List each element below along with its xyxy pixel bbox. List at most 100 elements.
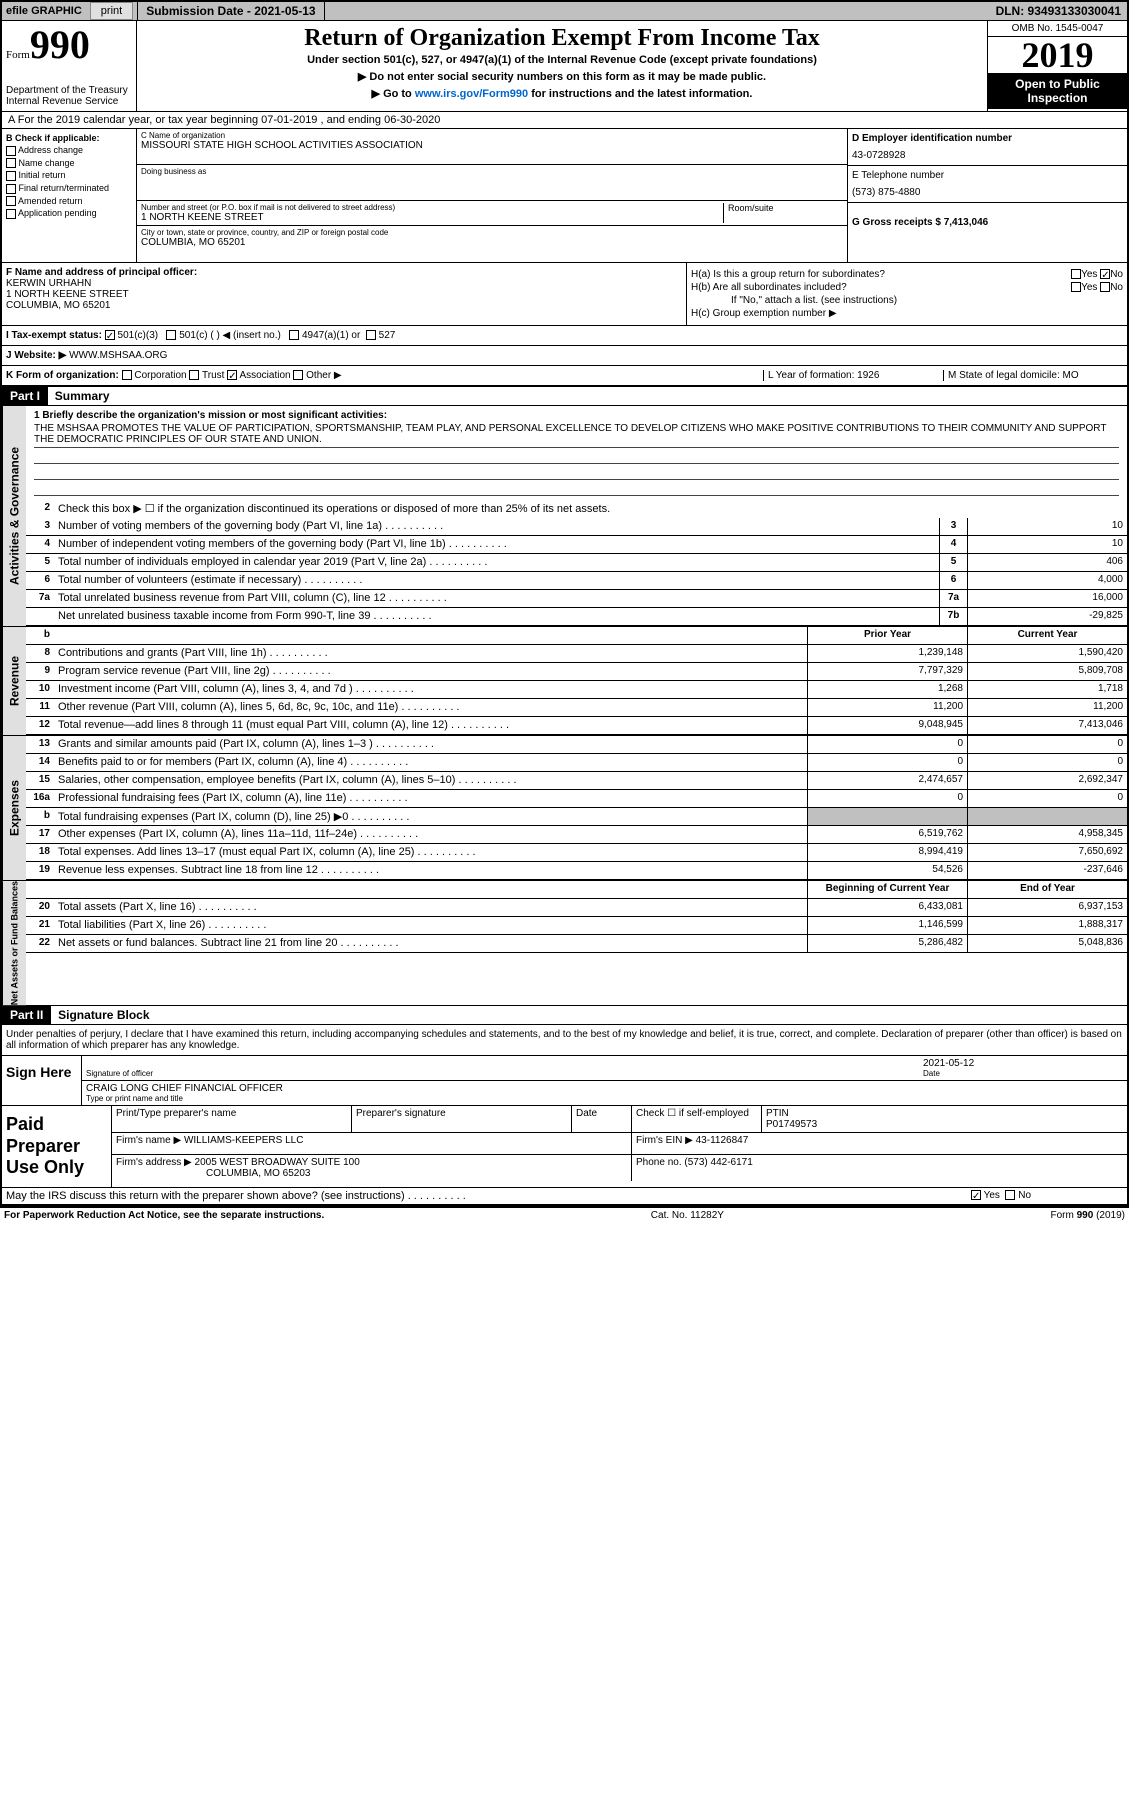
form-label: Form	[6, 49, 30, 61]
discuss-no[interactable]	[1005, 1190, 1015, 1200]
city-box: City or town, state or province, country…	[137, 226, 847, 262]
4947-checkbox[interactable]	[289, 330, 299, 340]
preparer-block: Paid Preparer Use Only Print/Type prepar…	[2, 1105, 1127, 1187]
line-a: A For the 2019 calendar year, or tax yea…	[2, 112, 1127, 129]
checkbox-amended[interactable]: Amended return	[6, 196, 132, 207]
data-row: 8 Contributions and grants (Part VIII, l…	[26, 645, 1127, 663]
data-row: 15 Salaries, other compensation, employe…	[26, 772, 1127, 790]
netassets-section: Net Assets or Fund Balances Beginning of…	[2, 880, 1127, 1005]
checkbox-initial-return[interactable]: Initial return	[6, 170, 132, 181]
trust-checkbox[interactable]	[189, 370, 199, 380]
ssn-notice: ▶ Do not enter social security numbers o…	[141, 70, 983, 83]
mission-block: 1 Briefly describe the organization's mi…	[26, 406, 1127, 500]
header-left: Form990 Department of the Treasury Inter…	[2, 21, 137, 111]
revenue-section: Revenue b Prior Year Current Year 8 Cont…	[2, 626, 1127, 735]
assoc-checkbox[interactable]	[227, 370, 237, 380]
header: Form990 Department of the Treasury Inter…	[2, 21, 1127, 112]
submission-date: Submission Date - 2021-05-13	[137, 2, 324, 20]
sign-date: 2021-05-12	[923, 1058, 1123, 1069]
data-row: 16a Professional fundraising fees (Part …	[26, 790, 1127, 808]
data-row: 20 Total assets (Part X, line 16) 6,433,…	[26, 899, 1127, 917]
gov-row: 5 Total number of individuals employed i…	[26, 554, 1127, 572]
section-bcd: B Check if applicable: Address change Na…	[2, 129, 1127, 263]
data-row: 17 Other expenses (Part IX, column (A), …	[26, 826, 1127, 844]
dba-box: Doing business as	[137, 165, 847, 201]
efile-label: efile GRAPHIC	[2, 3, 86, 19]
top-bar: efile GRAPHIC print Submission Date - 20…	[2, 2, 1127, 21]
org-name-box: C Name of organization MISSOURI STATE HI…	[137, 129, 847, 165]
room-suite: Room/suite	[723, 203, 843, 223]
sign-here-label: Sign Here	[2, 1056, 82, 1105]
checkbox-pending[interactable]: Application pending	[6, 208, 132, 219]
dept-label: Department of the Treasury Internal Reve…	[6, 85, 132, 107]
section-b-label: B Check if applicable:	[6, 133, 132, 143]
prior-current-header: b Prior Year Current Year	[26, 627, 1127, 645]
header-right: OMB No. 1545-0047 2019 Open to Public In…	[987, 21, 1127, 111]
footer: For Paperwork Reduction Act Notice, see …	[0, 1207, 1129, 1223]
telephone-value: (573) 875-4880	[852, 181, 1123, 198]
corp-checkbox[interactable]	[122, 370, 132, 380]
form-container: efile GRAPHIC print Submission Date - 20…	[0, 0, 1129, 1207]
data-row: 10 Investment income (Part VIII, column …	[26, 681, 1127, 699]
form-number: 990	[30, 22, 90, 67]
netassets-label: Net Assets or Fund Balances	[2, 881, 26, 1005]
section-c: C Name of organization MISSOURI STATE HI…	[137, 129, 847, 262]
data-row: 22 Net assets or fund balances. Subtract…	[26, 935, 1127, 953]
data-row: 14 Benefits paid to or for members (Part…	[26, 754, 1127, 772]
telephone-box: E Telephone number (573) 875-4880	[848, 166, 1127, 203]
501c-checkbox[interactable]	[166, 330, 176, 340]
gov-row: 4 Number of independent voting members o…	[26, 536, 1127, 554]
firm-ein: 43-1126847	[696, 1135, 749, 1146]
form-title: Return of Organization Exempt From Incom…	[141, 25, 983, 52]
data-row: 21 Total liabilities (Part X, line 26) 1…	[26, 917, 1127, 935]
checkbox-address-change[interactable]: Address change	[6, 145, 132, 156]
ein-box: D Employer identification number 43-0728…	[848, 129, 1127, 166]
gov-row: 7a Total unrelated business revenue from…	[26, 590, 1127, 608]
section-deg: D Employer identification number 43-0728…	[847, 129, 1127, 262]
checkbox-final-return[interactable]: Final return/terminated	[6, 183, 132, 194]
part1-header: Part I Summary	[2, 386, 1127, 406]
org-name: MISSOURI STATE HIGH SCHOOL ACTIVITIES AS…	[141, 140, 843, 151]
street-address: 1 NORTH KEENE STREET	[141, 212, 723, 223]
checkbox-name-change[interactable]: Name change	[6, 158, 132, 169]
gross-receipts: G Gross receipts $ 7,413,046	[848, 203, 1127, 233]
firm-address: 2005 WEST BROADWAY SUITE 100	[195, 1157, 360, 1168]
form-subtitle: Under section 501(c), 527, or 4947(a)(1)…	[141, 54, 983, 66]
sign-here-block: Sign Here Signature of officer 2021-05-1…	[2, 1055, 1127, 1105]
firm-name: WILLIAMS-KEEPERS LLC	[184, 1135, 303, 1146]
governance-section: Activities & Governance 1 Briefly descri…	[2, 406, 1127, 626]
discuss-row: May the IRS discuss this return with the…	[2, 1187, 1127, 1205]
expenses-label: Expenses	[2, 736, 26, 880]
irs-link[interactable]: www.irs.gov/Form990	[415, 88, 528, 100]
gov-row: Net unrelated business taxable income fr…	[26, 608, 1127, 626]
year-formation: L Year of formation: 1926	[763, 370, 943, 381]
gov-row: 3 Number of voting members of the govern…	[26, 518, 1127, 536]
section-b: B Check if applicable: Address change Na…	[2, 129, 137, 262]
data-row: b Total fundraising expenses (Part IX, c…	[26, 808, 1127, 826]
mission-text: THE MSHSAA PROMOTES THE VALUE OF PARTICI…	[34, 421, 1119, 448]
gov-row: 6 Total number of volunteers (estimate i…	[26, 572, 1127, 590]
officer-name: KERWIN URHAHN	[6, 278, 682, 289]
governance-label: Activities & Governance	[2, 406, 26, 626]
527-checkbox[interactable]	[366, 330, 376, 340]
dln-label: DLN: 93493133030041	[990, 2, 1127, 20]
officer-row: F Name and address of principal officer:…	[2, 263, 1127, 326]
address-box: Number and street (or P.O. box if mail i…	[137, 201, 847, 226]
501c3-checkbox[interactable]	[105, 330, 115, 340]
data-row: 9 Program service revenue (Part VIII, li…	[26, 663, 1127, 681]
expenses-section: Expenses 13 Grants and similar amounts p…	[2, 735, 1127, 880]
other-checkbox[interactable]	[293, 370, 303, 380]
penalties-text: Under penalties of perjury, I declare th…	[2, 1025, 1127, 1055]
state-domicile: M State of legal domicile: MO	[943, 370, 1123, 381]
section-h: H(a) Is this a group return for subordin…	[687, 263, 1127, 325]
ein-value: 43-0728928	[852, 144, 1123, 161]
tax-year: 2019	[988, 37, 1127, 73]
data-row: 12 Total revenue—add lines 8 through 11 …	[26, 717, 1127, 735]
firm-phone: (573) 442-6171	[684, 1157, 752, 1168]
data-row: 19 Revenue less expenses. Subtract line …	[26, 862, 1127, 880]
print-button[interactable]: print	[90, 2, 133, 20]
officer-name-title: CRAIG LONG CHIEF FINANCIAL OFFICER	[86, 1083, 1123, 1094]
discuss-yes[interactable]	[971, 1190, 981, 1200]
header-center: Return of Organization Exempt From Incom…	[137, 21, 987, 111]
website-url: WWW.MSHSAA.ORG	[69, 350, 167, 361]
